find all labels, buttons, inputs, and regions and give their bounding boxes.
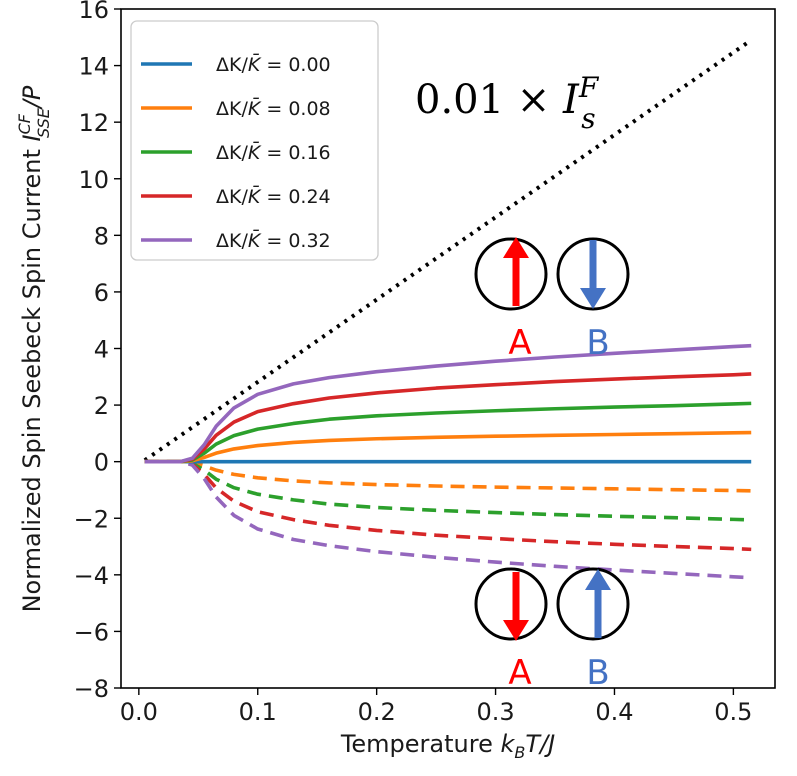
arrowhead-up-icon bbox=[503, 237, 529, 258]
x-tick-label: 0.0 bbox=[120, 698, 158, 726]
series-lines bbox=[143, 38, 753, 580]
x-tick-label: 0.1 bbox=[239, 698, 277, 726]
reference-line bbox=[143, 38, 753, 462]
y-tick-label: 2 bbox=[94, 392, 109, 420]
y-tick-label: −4 bbox=[74, 562, 109, 590]
y-tick-label: −8 bbox=[74, 675, 109, 703]
x-tick-label: 0.5 bbox=[714, 698, 752, 726]
legend: ΔK/K̄ = 0.00 ΔK/K̄ = 0.08 ΔK/K̄ = 0.16 ΔK/K… bbox=[130, 20, 379, 261]
series-line-dashed-8 bbox=[144, 459, 752, 580]
arrowhead-down-icon bbox=[580, 288, 606, 309]
y-tick-label: 8 bbox=[94, 222, 109, 250]
legend-label: ΔK/K̄ = 0.16 bbox=[216, 140, 331, 164]
legend-label: ΔK/K̄ = 0.00 bbox=[216, 52, 331, 76]
x-tick-label: 0.4 bbox=[595, 698, 633, 726]
sublattice-a-label: A bbox=[508, 323, 531, 363]
legend-label: ΔK/K̄ = 0.24 bbox=[216, 184, 331, 208]
y-tick-label: 6 bbox=[94, 279, 109, 307]
sublattice-a-label: A bbox=[508, 653, 531, 693]
sublattice-a-circle bbox=[474, 237, 548, 311]
y-tick-label: −2 bbox=[74, 505, 109, 533]
spin-diagram-bottom: A B bbox=[474, 567, 630, 693]
y-tick-label: 10 bbox=[78, 166, 109, 194]
series-line-4 bbox=[144, 343, 752, 464]
y-tick-label: −6 bbox=[74, 618, 109, 646]
legend-label: ΔK/K̄ = 0.32 bbox=[216, 228, 331, 252]
legend-items: ΔK/K̄ = 0.00 ΔK/K̄ = 0.08 ΔK/K̄ = 0.16 ΔK/K… bbox=[141, 52, 331, 252]
y-axis-label: Normalized Spin Seebeck Spin Current ICF… bbox=[15, 85, 53, 612]
reference-line-label: 0.01 × IF s bbox=[415, 71, 600, 135]
y-tick-label: 12 bbox=[78, 109, 109, 137]
y-tick-label: 0 bbox=[94, 449, 109, 477]
y-tick-label: 16 bbox=[78, 0, 109, 24]
arrowhead-down-icon bbox=[503, 620, 529, 641]
legend-box bbox=[130, 20, 379, 261]
spin-diagram-top: A B bbox=[474, 237, 630, 363]
axis-ticks: 0.0 0.1 0.2 0.3 0.4 0.5 −8 −6 −4 −2 0 2 4 6 8 10 12 14 16 bbox=[74, 0, 753, 726]
y-tick-label: 4 bbox=[94, 336, 109, 364]
x-tick-label: 0.2 bbox=[358, 698, 396, 726]
legend-label: ΔK/K̄ = 0.08 bbox=[216, 96, 331, 120]
sublattice-a-circle bbox=[474, 567, 548, 641]
x-axis-label: Temperature kBT/J bbox=[340, 730, 555, 762]
y-tick-label: 14 bbox=[78, 53, 109, 81]
sublattice-b-circle bbox=[556, 567, 630, 641]
arrowhead-up-icon bbox=[585, 569, 611, 590]
sublattice-b-label: B bbox=[586, 653, 609, 693]
sublattice-b-label: B bbox=[586, 323, 609, 363]
x-tick-label: 0.3 bbox=[476, 698, 514, 726]
